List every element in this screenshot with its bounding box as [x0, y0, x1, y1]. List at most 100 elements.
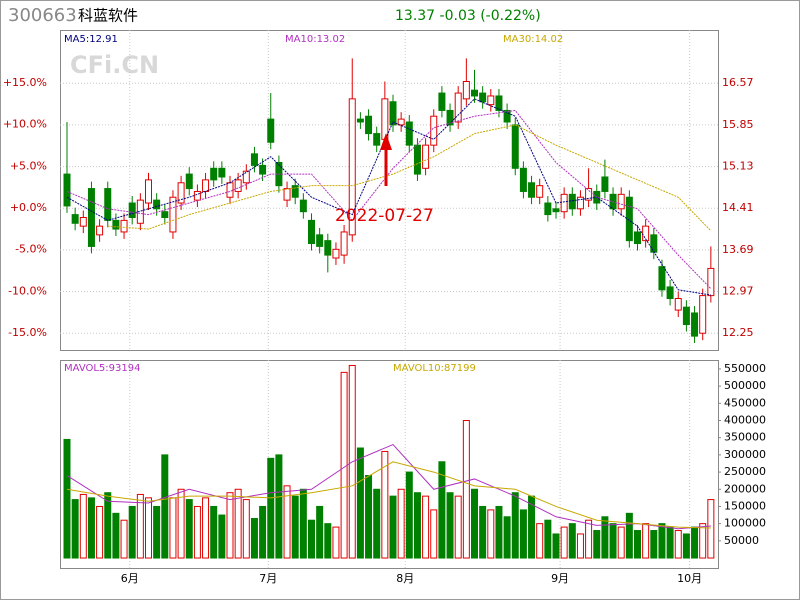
volume-bar [242, 499, 250, 559]
candle-body [161, 211, 169, 218]
candle-body [625, 196, 633, 242]
volume-bar [495, 505, 503, 559]
arrow-head [380, 133, 392, 150]
candle-body [185, 173, 193, 190]
volume-bar [413, 492, 421, 559]
volume-bar [365, 475, 373, 559]
candle-body [650, 234, 658, 253]
quote: 13.37 -0.03 (-0.22%) [395, 8, 541, 24]
candle-body [153, 199, 161, 210]
y2-tick-label: +10.0% [3, 118, 47, 131]
candle-body [699, 295, 707, 334]
volume-bar [658, 523, 666, 559]
y-tick-label: 14.41 [722, 201, 754, 214]
candle-body [544, 202, 552, 216]
volume-tick-label: 150000 [724, 499, 766, 512]
volume-bar [438, 461, 446, 559]
candle-body [283, 188, 291, 201]
volume-bar [177, 488, 185, 559]
volume-bar [128, 505, 136, 559]
volume-tick-label: 350000 [724, 431, 766, 444]
candle-body [446, 109, 454, 126]
volume-bar [691, 526, 699, 559]
candle-body [259, 164, 267, 175]
y2-tick-label: +0.0% [10, 201, 47, 214]
candle-body [242, 170, 250, 184]
candle-body [169, 196, 177, 233]
volume-bar [585, 519, 593, 559]
candle-body [413, 144, 421, 175]
volume-bar [446, 492, 454, 559]
legend-label: MA30:14.02 [503, 34, 563, 45]
candle-body [487, 95, 495, 106]
x-tick-label: 8月 [396, 572, 414, 585]
candle-body [332, 248, 340, 259]
volume-bar [536, 523, 544, 559]
candle-body [560, 193, 568, 213]
candle-body [177, 182, 185, 204]
candle-body [145, 179, 152, 204]
candle-body [365, 115, 373, 135]
candle-body [617, 193, 625, 210]
volume-bar [471, 488, 478, 559]
candle-body [642, 225, 650, 242]
y-tick-label: 12.25 [722, 326, 754, 339]
candle-body [128, 202, 136, 218]
candle-body [348, 98, 356, 236]
volume-bar [283, 485, 291, 559]
volume-tick-label: 100000 [724, 517, 766, 530]
volume-bar [87, 497, 95, 559]
candle-body [96, 225, 104, 236]
volume-bar [454, 495, 462, 559]
volume-bar [308, 519, 315, 559]
volume-bar [161, 454, 169, 559]
ma-line [66, 98, 711, 296]
candle-body [422, 144, 430, 169]
volume-bar [193, 505, 201, 559]
candle-body [397, 118, 405, 126]
candle-body [104, 188, 112, 221]
candle-body [226, 182, 234, 198]
volume-bar [707, 499, 715, 559]
candle-body [568, 193, 576, 210]
y-tick-label: 12.97 [722, 285, 754, 298]
volume-tick-label: 300000 [724, 448, 766, 461]
candle-body [405, 121, 413, 146]
volume-tick-label: 250000 [724, 465, 766, 478]
volume-bar [136, 493, 144, 559]
volume-bar [405, 471, 413, 559]
candle-body [430, 115, 438, 146]
volume-tick-label: 500000 [724, 379, 766, 392]
candle-body [528, 182, 536, 198]
y2-tick-label: +5.0% [10, 159, 47, 172]
candle-body [585, 188, 593, 201]
candle-body [674, 297, 682, 311]
volume-bar [666, 526, 674, 559]
volume-bar [185, 499, 193, 559]
volume-bar [699, 523, 707, 559]
legend-label: MAVOL10:87199 [393, 363, 476, 374]
volume-bar [340, 371, 348, 559]
candle-body [136, 199, 144, 224]
candle-body [299, 199, 307, 213]
candle-body [634, 231, 641, 245]
volume-tick-label: 200000 [724, 482, 766, 495]
stock-code: 300663 [8, 5, 77, 26]
volume-bar [169, 497, 177, 559]
volume-bar [560, 526, 568, 559]
y2-tick-label: -5.0% [15, 243, 47, 256]
x-tick-label: 9月 [551, 572, 569, 585]
candle-body [389, 101, 397, 126]
volume-bar [397, 488, 405, 559]
marks: 16.57 15.85 15.13 14.41 13.69 12.97 12.25 +15.0… [3, 30, 766, 585]
volume-bar [63, 438, 71, 559]
ma-line [66, 461, 711, 529]
price-panel [60, 30, 719, 351]
volume-bar [544, 519, 552, 559]
volume-tick-label: 400000 [724, 414, 766, 427]
volume-bar [609, 523, 617, 559]
volume-bar [96, 505, 104, 559]
candle-body [218, 167, 226, 178]
volume-bar [381, 450, 389, 559]
volume-bar [373, 488, 381, 559]
